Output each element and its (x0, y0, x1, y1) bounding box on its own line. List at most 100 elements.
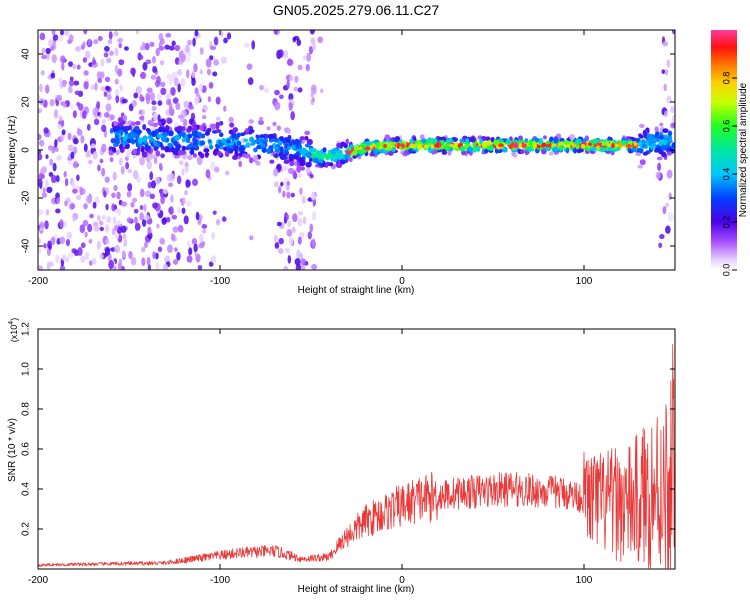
spectrogram-noise-cell (215, 121, 220, 130)
spectrogram-band-cell (118, 129, 124, 134)
spec-y-tick-label: 0 (21, 147, 32, 153)
snr-x-tick-label: -200 (28, 575, 48, 586)
spectrogram-band-cell (111, 146, 116, 152)
spectrogram-noise-cell (114, 244, 121, 254)
spectrogram-noise-cell (143, 214, 150, 221)
spectrogram-noise-cell (293, 35, 300, 41)
spectrogram-noise-cell (38, 149, 42, 155)
spectrogram-noise-cell (180, 53, 186, 63)
spectrogram-noise-cell (165, 33, 172, 38)
spectrogram-band-cell (219, 132, 224, 138)
spectrogram-noise-cell (182, 197, 186, 205)
spectrogram-band-cell (662, 128, 669, 133)
spectrogram-band-cell (412, 136, 417, 142)
spectrogram-noise-cell (185, 44, 190, 53)
spectrogram-noise-cell (188, 247, 193, 256)
spectrogram-noise-cell (52, 34, 59, 41)
spectrogram-noise-cell (106, 57, 112, 64)
spectrogram-band-cell (409, 143, 416, 149)
spectrogram-noise-cell (51, 30, 56, 36)
spectrogram-noise-cell (91, 143, 96, 149)
colorbar-label: Normalized spectral amplitude (738, 82, 749, 217)
spectrogram-noise-cell (139, 156, 145, 166)
spec-y-tick-label: 40 (21, 48, 32, 60)
spectrogram-noise-cell (67, 132, 72, 141)
spectrogram-noise-cell (59, 264, 66, 270)
spectrogram-band-cell (164, 145, 170, 153)
spectrogram-noise-cell (158, 45, 165, 51)
spectrogram-band-cell (167, 143, 172, 148)
spectrogram-noise-cell (100, 86, 106, 92)
spectrogram-band-cell (279, 136, 284, 141)
spectrogram-band-cell (118, 122, 123, 128)
spectrogram-band-cell (312, 152, 319, 158)
spectrogram-noise-cell (286, 229, 293, 237)
spectrogram-noise-cell (55, 208, 61, 214)
spectrogram-noise-cell (135, 30, 140, 35)
spectrogram-noise-cell (113, 30, 119, 37)
spectrogram-band-cell (322, 147, 327, 153)
spectrogram-noise-cell (64, 178, 69, 187)
spectrogram-band-cell (646, 138, 652, 143)
spectrogram-band-cell (607, 146, 614, 152)
spectrogram-noise-cell (73, 80, 80, 86)
spectrogram-noise-cell (114, 78, 119, 85)
spectrogram-noise-cell (290, 111, 295, 121)
spectrogram-band-cell (513, 142, 519, 148)
spectrogram-band-cell (163, 132, 168, 137)
snr-x-label: Height of straight line (km) (298, 584, 415, 595)
spectrogram-band-cell (574, 139, 580, 146)
spectrogram-band-cell (558, 144, 565, 151)
spectrogram-noise-cell (98, 220, 104, 226)
spectrogram-noise-cell (199, 233, 204, 243)
spectrogram-noise-cell (54, 146, 59, 153)
spectrogram-noise-cell (80, 135, 85, 144)
spectrogram-noise-cell (208, 261, 214, 267)
spectrogram-noise-cell (177, 206, 181, 214)
spectrogram-band-cell (642, 129, 647, 137)
spectrogram-noise-cell (45, 154, 49, 159)
spectrogram-noise-cell (162, 188, 169, 195)
spectrogram-noise-cell (72, 110, 77, 119)
spectrogram-band-cell (261, 147, 267, 153)
spectrogram-band-cell (340, 153, 345, 159)
spectrogram-noise-cell (186, 56, 191, 62)
spectrogram-noise-cell (44, 84, 50, 94)
spectrogram-noise-cell (127, 182, 133, 192)
spectrogram-band-cell (224, 150, 230, 157)
spectrogram-band-cell (599, 146, 606, 153)
spectrogram-band-cell (345, 138, 350, 145)
spectrogram-band-cell (304, 143, 311, 148)
spectrogram-band-cell (130, 132, 137, 137)
spectrogram-noise-cell (667, 212, 674, 222)
spectrogram-noise-cell (76, 64, 81, 70)
spectrogram-noise-cell (274, 101, 281, 111)
spectrogram-band-cell (120, 148, 125, 153)
spectrogram-band-cell (159, 126, 166, 131)
spectrogram-band-cell (403, 150, 409, 156)
spectrogram-band-cell (441, 148, 446, 155)
spectrogram-noise-cell (192, 178, 198, 187)
spectrogram-noise-cell (59, 30, 65, 36)
spectrogram-band-cell (362, 143, 368, 149)
spectrogram-noise-cell (171, 40, 176, 47)
spectrogram-noise-cell (51, 54, 57, 64)
spectrogram-noise-cell (72, 160, 79, 169)
spectrogram-noise-cell (155, 261, 160, 270)
spectrogram-noise-cell (286, 80, 290, 89)
spectrogram-band-cell (217, 150, 222, 157)
spectrogram-noise-cell (109, 50, 114, 56)
spectrogram-noise-cell (159, 38, 165, 45)
spectrogram-noise-cell (56, 124, 62, 130)
spectrogram-noise-cell (40, 70, 45, 76)
spectrogram-band-cell (614, 143, 619, 148)
spectrogram-noise-cell (308, 45, 314, 55)
spectrogram-band-cell (580, 143, 586, 149)
spectrogram-noise-cell (662, 206, 667, 215)
spectrogram-noise-cell (246, 63, 253, 70)
spectrogram-noise-cell (92, 151, 98, 160)
spectrogram-band-cell (493, 139, 498, 146)
spectrogram-noise-cell (115, 94, 120, 104)
spectrogram-band-cell (301, 147, 307, 153)
spectrogram-noise-cell (112, 171, 117, 181)
